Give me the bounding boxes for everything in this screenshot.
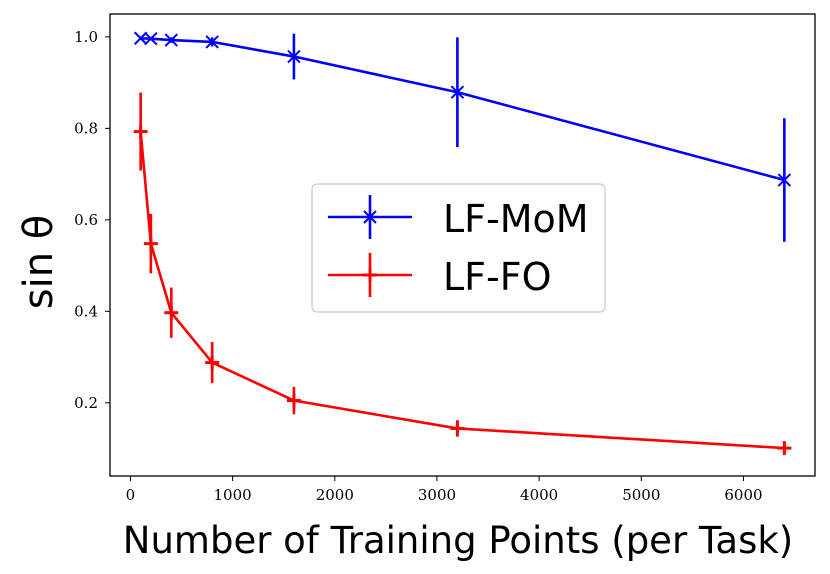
point-lf-fo-1 xyxy=(143,236,158,251)
point-lf-mom-4-stroke-b xyxy=(287,49,301,64)
point-lf-mom-3-stroke-b xyxy=(205,35,219,49)
point-lf-mom-5 xyxy=(450,85,465,99)
point-lf-mom-6 xyxy=(777,173,792,187)
legend-marker-lf-fo xyxy=(363,268,377,282)
point-lf-fo-2 xyxy=(164,305,179,320)
point-lf-fo-3 xyxy=(205,355,220,370)
legend-marker-lf-mom-stroke-b xyxy=(363,210,377,224)
point-lf-mom-1-stroke-b xyxy=(144,31,158,46)
y-tick-label-3: 0.8 xyxy=(74,119,98,137)
y-tick-label-0: 0.2 xyxy=(74,394,98,412)
legend-swatch-lf-fo xyxy=(328,253,412,297)
legend-swatch-lf-mom xyxy=(328,195,412,239)
x-tick-label-4: 4000 xyxy=(520,486,558,504)
point-lf-mom-0-stroke-b xyxy=(133,31,148,45)
series-lf-mom xyxy=(133,31,792,242)
x-tick-label-1: 1000 xyxy=(214,486,252,504)
x-tick-label-6: 6000 xyxy=(724,486,762,504)
legend: LF-MoM LF-FO xyxy=(311,183,606,313)
axis-layer: 0 1000 2000 3000 4000 5000 6000 0.2 0.4 0.6 0.8 1.0 xyxy=(74,28,762,504)
series-layer xyxy=(133,31,792,456)
point-lf-fo-6 xyxy=(777,441,792,456)
legend-label-lf-fo: LF-FO xyxy=(443,255,552,299)
point-lf-mom-4 xyxy=(287,49,301,64)
y-tick-label-2: 0.6 xyxy=(74,211,98,229)
x-tick-label-5: 5000 xyxy=(622,486,660,504)
x-tick-label-0: 0 xyxy=(126,486,136,504)
point-lf-fo-0 xyxy=(133,124,148,139)
point-lf-mom-2 xyxy=(164,33,179,47)
y-tick-label-4: 1.0 xyxy=(74,28,98,46)
y-axis-label: sin θ xyxy=(16,215,62,310)
point-lf-mom-3 xyxy=(205,35,219,49)
x-axis-label: Number of Training Points (per Task) xyxy=(123,519,793,562)
point-lf-fo-5 xyxy=(450,421,465,436)
plot-frame xyxy=(109,13,816,477)
legend-marker-lf-mom xyxy=(363,210,377,224)
point-lf-mom-2-stroke-b xyxy=(164,33,179,47)
legend-label-lf-mom: LF-MoM xyxy=(443,197,589,241)
point-lf-mom-6-stroke-b xyxy=(777,173,792,187)
point-lf-fo-4 xyxy=(286,393,301,408)
series-lf-fo xyxy=(133,92,792,456)
point-lf-mom-5-stroke-b xyxy=(450,85,465,99)
y-tick-label-1: 0.4 xyxy=(74,302,98,320)
point-lf-mom-0 xyxy=(133,31,148,45)
point-lf-mom-1 xyxy=(144,31,158,46)
x-tick-label-2: 2000 xyxy=(316,486,354,504)
x-tick-label-3: 3000 xyxy=(418,486,456,504)
